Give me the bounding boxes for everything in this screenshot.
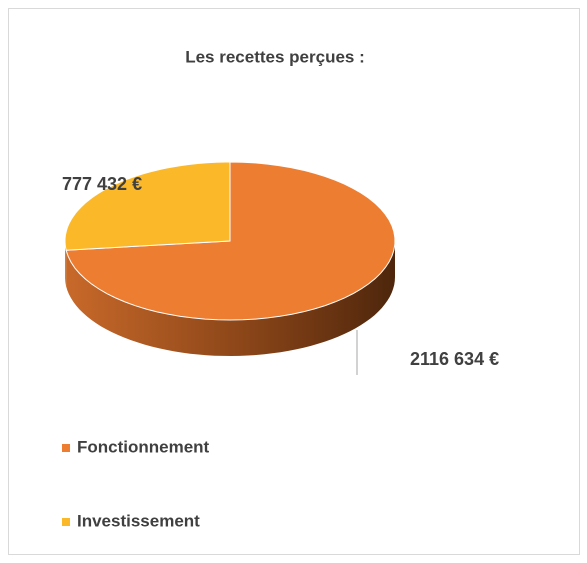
legend-swatch [62,518,70,526]
slice [64,161,231,251]
slice-side [66,241,395,356]
slice-side [65,241,67,287]
legend-swatch [62,444,70,452]
legend-label: Fonctionnement [77,437,210,456]
data-label: 2116 634 € [410,349,499,369]
chart-title: Les recettes perçues : [185,47,365,66]
data-label: 777 432 € [62,174,142,194]
legend-label: Investissement [77,511,200,530]
